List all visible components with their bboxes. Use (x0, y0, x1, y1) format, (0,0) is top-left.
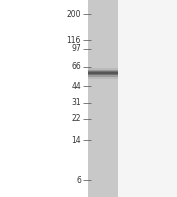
Text: 116: 116 (67, 36, 81, 45)
Text: 200: 200 (67, 10, 81, 19)
Text: 31: 31 (71, 98, 81, 107)
Bar (0, 0, 88, 197)
Bar (118, 0, 177, 197)
Text: 44: 44 (71, 82, 81, 91)
Bar (88, 72, 118, 74)
Text: 97: 97 (71, 44, 81, 53)
Text: 6: 6 (76, 176, 81, 185)
Bar (88, 71, 118, 75)
Bar (88, 72, 118, 74)
Text: 66: 66 (71, 62, 81, 71)
Bar (88, 68, 118, 78)
Text: 14: 14 (71, 136, 81, 145)
Bar (88, 70, 118, 76)
Bar (88, 0, 118, 197)
Text: 22: 22 (72, 114, 81, 123)
